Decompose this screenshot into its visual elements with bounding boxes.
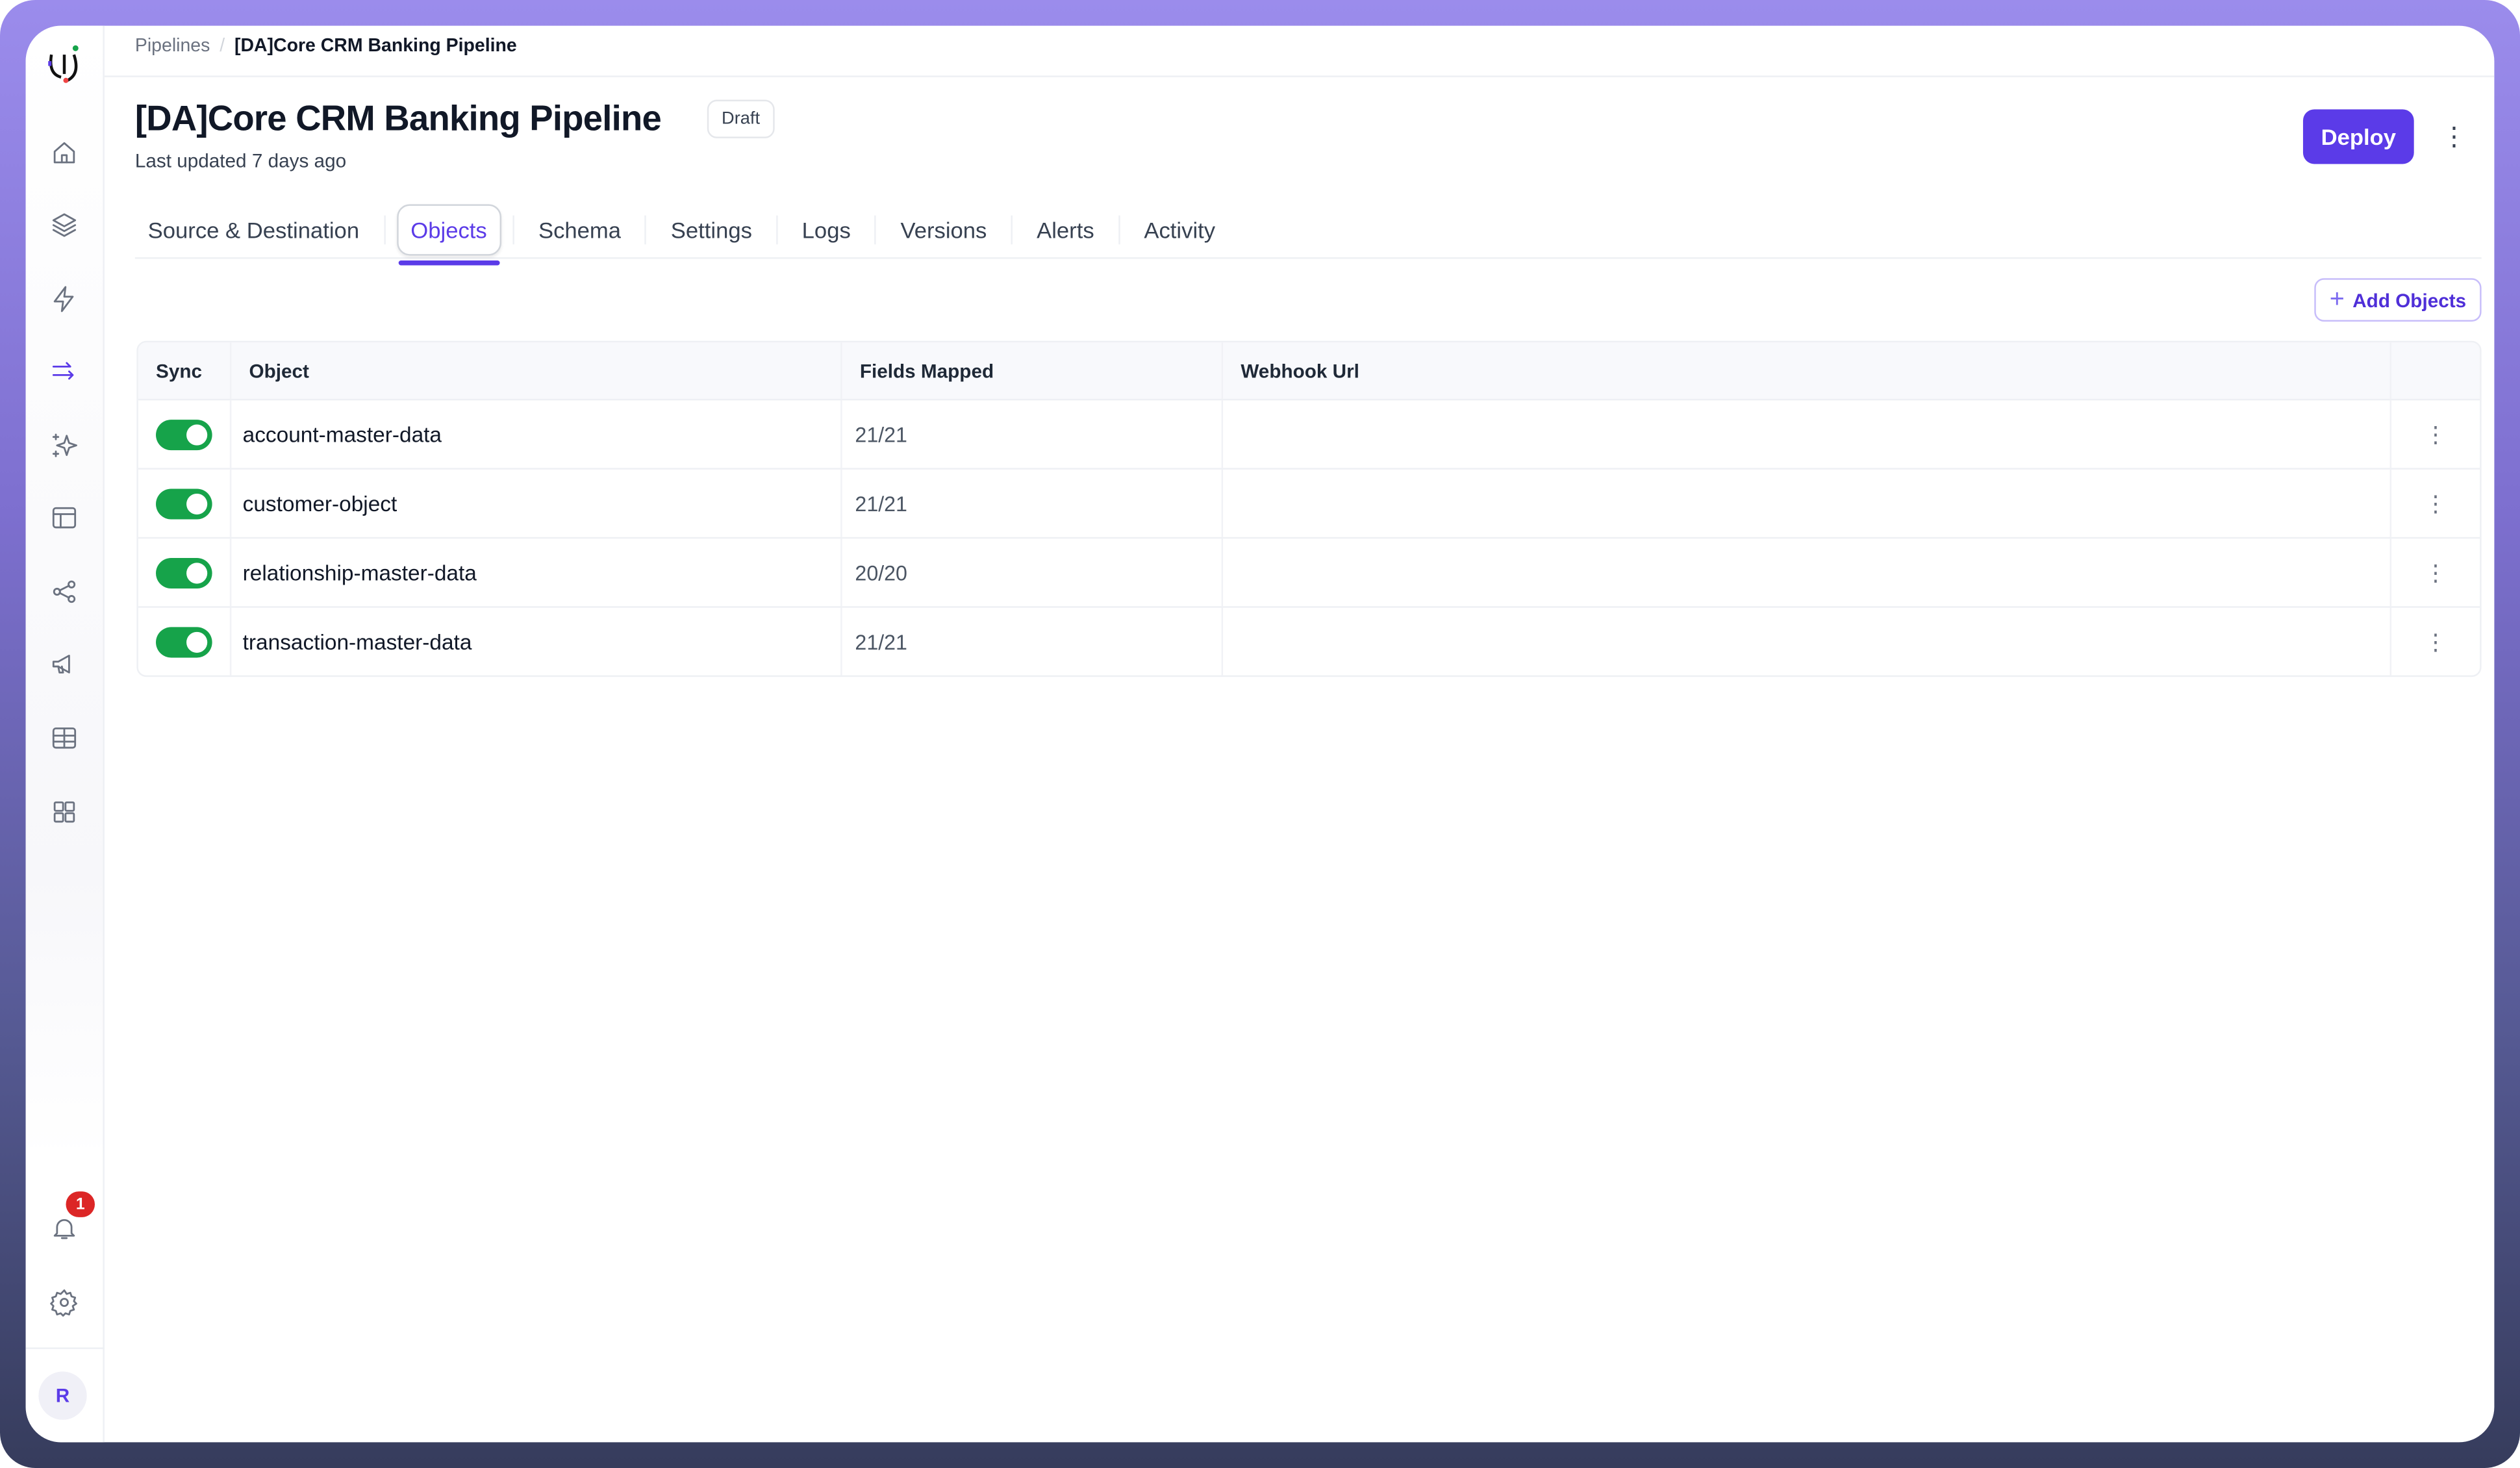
bell-icon[interactable] <box>45 1209 83 1248</box>
tab-divider <box>1011 214 1013 244</box>
tab-divider <box>1118 214 1120 244</box>
tab-source-destination[interactable]: Source & Destination <box>147 216 360 242</box>
tab-divider <box>874 214 877 244</box>
breadcrumb-pipelines[interactable]: Pipelines <box>134 36 210 57</box>
column-header-webhook-url: Webhook Url <box>1221 342 2390 399</box>
object-name: customer-object <box>229 469 840 537</box>
tab-alerts[interactable]: Alerts <box>1037 216 1094 242</box>
column-header-sync: Sync <box>156 359 203 382</box>
row-more-icon[interactable]: ⋮ <box>2389 607 2480 676</box>
page-title: [DA]Core CRM Banking Pipeline <box>134 97 662 138</box>
fields-mapped: 20/20 <box>840 538 1221 607</box>
header-divider <box>104 75 2495 77</box>
webhook-url <box>1221 607 2390 676</box>
column-header-actions <box>2389 342 2480 399</box>
sync-toggle[interactable] <box>156 626 212 657</box>
fields-mapped: 21/21 <box>840 607 1221 676</box>
webhook-url <box>1221 400 2390 468</box>
tab-activity[interactable]: Activity <box>1144 216 1216 242</box>
objects-table: Sync Object Fields Mapped Webhook Url ac… <box>136 340 2482 677</box>
lightning-icon[interactable] <box>45 280 83 318</box>
row-more-icon[interactable]: ⋮ <box>2389 469 2480 537</box>
megaphone-icon[interactable] <box>45 645 83 683</box>
table-row: account-master-data 21/21 ⋮ <box>138 398 2480 468</box>
object-name: transaction-master-data <box>229 607 840 676</box>
sync-toggle[interactable] <box>156 418 212 449</box>
pipeline-arrows-icon[interactable] <box>45 352 83 390</box>
fields-mapped: 21/21 <box>840 469 1221 537</box>
gear-icon[interactable] <box>45 1283 83 1321</box>
sidebar-divider <box>25 1347 105 1349</box>
webhook-url <box>1221 538 2390 607</box>
more-options-icon[interactable]: ⋮ <box>2441 123 2467 151</box>
add-objects-button[interactable]: + Add Objects <box>2314 278 2482 322</box>
fields-mapped: 21/21 <box>840 400 1221 468</box>
object-name: account-master-data <box>229 400 840 468</box>
table-icon[interactable] <box>45 719 83 757</box>
sparkles-icon[interactable] <box>45 426 83 464</box>
deploy-button[interactable]: Deploy <box>2302 109 2414 164</box>
share-nodes-icon[interactable] <box>45 572 83 611</box>
sync-toggle[interactable] <box>156 488 212 519</box>
tab-schema[interactable]: Schema <box>538 216 622 242</box>
webhook-url <box>1221 469 2390 537</box>
tab-settings[interactable]: Settings <box>670 216 752 242</box>
breadcrumb: Pipelines / [DA]Core CRM Banking Pipelin… <box>135 37 517 57</box>
tab-versions[interactable]: Versions <box>900 216 987 242</box>
notification-badge: 1 <box>66 1191 95 1217</box>
tab-divider <box>383 214 385 244</box>
tab-divider <box>645 214 647 244</box>
tab-bar: Source & Destination Objects Schema Sett… <box>134 201 2482 265</box>
status-badge: Draft <box>707 99 775 138</box>
sidebar: 1 R <box>25 25 105 1443</box>
object-name: relationship-master-data <box>229 538 840 607</box>
table-row: relationship-master-data 20/20 ⋮ <box>138 537 2480 607</box>
table-row: customer-object 21/21 ⋮ <box>138 468 2480 537</box>
breadcrumb-separator: / <box>220 36 225 57</box>
grid-icon[interactable] <box>45 792 83 831</box>
column-header-fields-mapped: Fields Mapped <box>840 342 1221 399</box>
table-header: Sync Object Fields Mapped Webhook Url <box>138 342 2480 399</box>
app-window: 1 R Pipelines / [DA]Core CRM Banking Pip… <box>25 25 2495 1443</box>
plus-icon: + <box>2329 285 2345 313</box>
column-header-object: Object <box>229 342 840 399</box>
tab-logs[interactable]: Logs <box>801 216 851 242</box>
row-more-icon[interactable]: ⋮ <box>2389 538 2480 607</box>
tab-objects[interactable]: Objects <box>396 203 502 265</box>
add-objects-label: Add Objects <box>2352 288 2467 311</box>
row-more-icon[interactable]: ⋮ <box>2389 400 2480 468</box>
table-row: transaction-master-data 21/21 ⋮ <box>138 606 2480 676</box>
avatar[interactable]: R <box>38 1371 87 1420</box>
main-content: Pipelines / [DA]Core CRM Banking Pipelin… <box>104 26 2495 1443</box>
layers-icon[interactable] <box>45 206 83 244</box>
sync-toggle[interactable] <box>156 557 212 588</box>
last-updated-text: Last updated 7 days ago <box>134 149 347 172</box>
tab-divider <box>776 214 778 244</box>
layout-icon[interactable] <box>45 498 83 537</box>
home-icon[interactable] <box>45 133 83 171</box>
tab-divider <box>512 214 514 244</box>
logo-icon[interactable] <box>42 42 86 86</box>
breadcrumb-current: [DA]Core CRM Banking Pipeline <box>234 36 517 57</box>
